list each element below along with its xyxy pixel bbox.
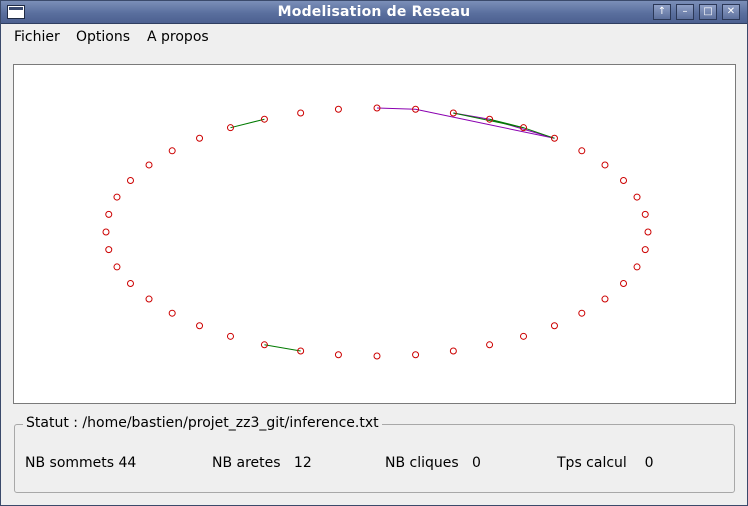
graph-node[interactable]: [226, 124, 234, 132]
graph-node[interactable]: [260, 341, 268, 349]
graph-node[interactable]: [373, 104, 381, 112]
graph-node[interactable]: [113, 193, 121, 201]
graph-node[interactable]: [641, 210, 649, 218]
menu-bar: Fichier Options A propos: [1, 24, 747, 50]
graph-node[interactable]: [168, 147, 176, 155]
up-arrow-icon[interactable]: ↑: [653, 4, 671, 20]
graph-node[interactable]: [145, 161, 153, 169]
tps-calcul-text: Tps calcul 0: [557, 455, 654, 471]
graph-node[interactable]: [334, 105, 342, 113]
graph-edge: [415, 108, 555, 139]
graph-node[interactable]: [550, 134, 558, 142]
menu-options[interactable]: Options: [76, 29, 131, 45]
close-icon[interactable]: ✕: [722, 4, 740, 20]
graph-node[interactable]: [486, 341, 494, 349]
window-menu-icon[interactable]: [7, 5, 25, 19]
graph-node[interactable]: [226, 332, 234, 340]
graph-node[interactable]: [412, 351, 420, 359]
graph-node[interactable]: [578, 309, 586, 317]
graph-node[interactable]: [644, 228, 652, 236]
nb-cliques-text: NB cliques 0: [385, 455, 481, 471]
graph-edge: [264, 344, 301, 352]
graph-node[interactable]: [486, 115, 494, 123]
nb-aretes-text: NB aretes 12: [212, 455, 312, 471]
status-label: Statut : /home/bastien/projet_zz3_git/in…: [23, 415, 382, 431]
graph-node[interactable]: [102, 228, 110, 236]
window-title: Modelisation de Reseau: [277, 4, 471, 20]
graph-edge: [523, 127, 555, 139]
graph-node[interactable]: [126, 280, 134, 288]
graph-canvas[interactable]: [13, 64, 736, 404]
graph-node[interactable]: [196, 322, 204, 330]
nb-sommets-text: NB sommets 44: [25, 455, 137, 471]
graph-node[interactable]: [168, 309, 176, 317]
graph-node[interactable]: [620, 280, 628, 288]
graph-node[interactable]: [520, 124, 528, 132]
graph-node[interactable]: [520, 332, 528, 340]
graph-node[interactable]: [105, 210, 113, 218]
graph-node[interactable]: [105, 246, 113, 254]
minimize-icon[interactable]: –: [676, 4, 694, 20]
graph-edge: [376, 107, 416, 110]
graph-node[interactable]: [641, 246, 649, 254]
graph-node[interactable]: [126, 176, 134, 184]
graph-node[interactable]: [633, 263, 641, 271]
graph-node[interactable]: [196, 134, 204, 142]
graph-node[interactable]: [601, 161, 609, 169]
menu-fichier[interactable]: Fichier: [14, 29, 60, 45]
graph-node[interactable]: [297, 347, 305, 355]
graph-node[interactable]: [145, 295, 153, 303]
graph-node[interactable]: [412, 105, 420, 113]
graph-node[interactable]: [449, 109, 457, 117]
maximize-icon[interactable]: □: [699, 4, 717, 20]
menu-a-propos[interactable]: A propos: [147, 29, 209, 45]
graph-edge: [230, 118, 265, 129]
graph-node[interactable]: [449, 347, 457, 355]
graph-node[interactable]: [601, 295, 609, 303]
graph-edge: [453, 112, 524, 129]
graph-node[interactable]: [297, 109, 305, 117]
graph-node[interactable]: [620, 176, 628, 184]
graph-node[interactable]: [113, 263, 121, 271]
graph-drawing: [102, 104, 652, 360]
graph-node[interactable]: [578, 147, 586, 155]
graph-node[interactable]: [334, 351, 342, 359]
graph-node[interactable]: [373, 352, 381, 360]
graph-node[interactable]: [550, 322, 558, 330]
graph-node[interactable]: [633, 193, 641, 201]
title-bar[interactable]: Modelisation de Reseau ↑ – □ ✕: [1, 1, 747, 24]
graph-node[interactable]: [260, 115, 268, 123]
